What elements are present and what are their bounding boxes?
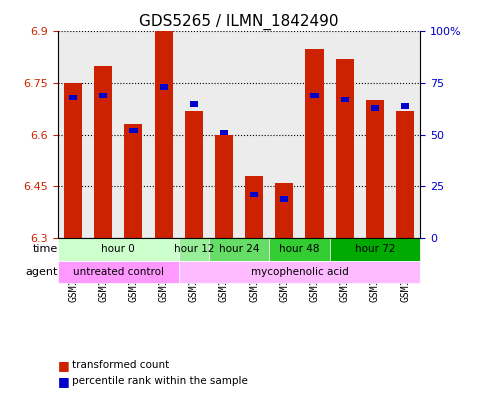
Text: ■: ■ <box>58 359 70 372</box>
Text: ■: ■ <box>58 375 70 388</box>
FancyBboxPatch shape <box>58 238 179 261</box>
Bar <box>341 97 349 103</box>
Bar <box>99 93 107 98</box>
Text: untreated control: untreated control <box>73 267 164 277</box>
Bar <box>125 125 142 238</box>
Bar <box>129 128 138 133</box>
FancyBboxPatch shape <box>179 261 420 283</box>
Bar <box>311 93 319 98</box>
Title: GDS5265 / ILMN_1842490: GDS5265 / ILMN_1842490 <box>139 14 339 30</box>
Text: mycophenolic acid: mycophenolic acid <box>251 267 348 277</box>
FancyBboxPatch shape <box>270 238 330 261</box>
Text: hour 48: hour 48 <box>279 244 320 254</box>
Bar <box>371 105 379 111</box>
Bar <box>155 31 173 238</box>
Bar <box>245 176 263 238</box>
Bar <box>306 49 324 238</box>
Bar <box>280 196 288 202</box>
Text: agent: agent <box>26 267 58 277</box>
Text: time: time <box>33 244 58 254</box>
FancyBboxPatch shape <box>179 238 209 261</box>
Text: hour 12: hour 12 <box>173 244 214 254</box>
Bar <box>336 59 354 238</box>
Text: hour 72: hour 72 <box>355 244 395 254</box>
FancyBboxPatch shape <box>330 238 420 261</box>
Bar <box>401 103 409 108</box>
Bar <box>69 95 77 100</box>
Bar <box>215 135 233 238</box>
Text: transformed count: transformed count <box>72 360 170 371</box>
Bar <box>275 183 294 238</box>
Text: hour 0: hour 0 <box>101 244 135 254</box>
Bar <box>396 111 414 238</box>
Bar <box>94 66 112 238</box>
Bar <box>220 130 228 136</box>
Bar <box>159 84 168 90</box>
Bar <box>185 111 203 238</box>
Bar <box>366 100 384 238</box>
Bar <box>190 101 198 107</box>
Bar <box>64 83 82 238</box>
Bar <box>250 192 258 197</box>
Text: hour 24: hour 24 <box>219 244 259 254</box>
Text: percentile rank within the sample: percentile rank within the sample <box>72 376 248 386</box>
FancyBboxPatch shape <box>58 261 179 283</box>
FancyBboxPatch shape <box>209 238 270 261</box>
